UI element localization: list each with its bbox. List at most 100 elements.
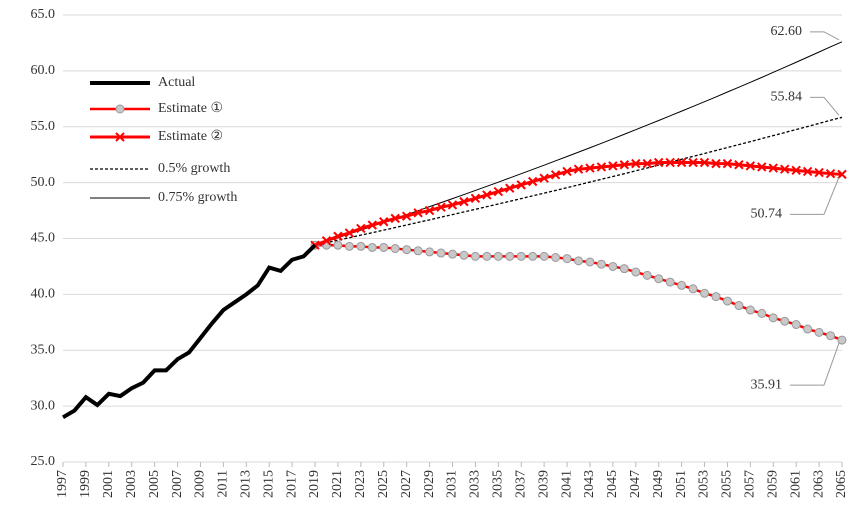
marker <box>802 166 813 177</box>
x-tick-label: 2019 <box>307 470 322 498</box>
marker <box>448 249 457 259</box>
x-tick-label: 2051 <box>674 470 689 498</box>
marker <box>356 223 366 234</box>
x-tick-label: 2001 <box>101 470 116 498</box>
marker <box>734 160 744 170</box>
marker <box>711 292 721 302</box>
x-tick-label: 2057 <box>743 470 758 498</box>
marker <box>803 324 813 334</box>
x-tick-label: 2065 <box>834 470 849 498</box>
marker <box>791 165 801 176</box>
legend-item: 0.5% growth <box>90 161 230 176</box>
marker <box>505 183 515 193</box>
legend-item: Estimate ② <box>90 129 223 144</box>
marker <box>493 186 504 197</box>
marker <box>585 257 595 267</box>
marker <box>688 157 698 168</box>
x-tick-label: 1997 <box>55 470 70 498</box>
marker <box>757 308 767 318</box>
marker <box>333 240 343 250</box>
marker <box>768 163 778 173</box>
marker <box>814 327 824 337</box>
legend-item: 0.75% growth <box>90 190 237 205</box>
legend-label: Actual <box>158 75 195 90</box>
marker <box>413 208 423 218</box>
marker <box>631 267 641 277</box>
x-tick-label: 2007 <box>170 470 185 498</box>
y-tick-label: 50.0 <box>31 175 56 190</box>
marker <box>356 241 366 251</box>
marker <box>585 163 595 173</box>
marker <box>379 242 389 252</box>
marker <box>596 162 607 172</box>
y-tick-label: 45.0 <box>31 231 56 246</box>
marker <box>562 254 572 264</box>
marker <box>470 251 480 261</box>
y-tick-label: 55.0 <box>31 119 56 134</box>
series-line <box>314 161 843 247</box>
legend-label: 0.5% growth <box>158 161 230 176</box>
marker <box>825 168 836 179</box>
marker <box>527 176 538 187</box>
marker <box>768 313 778 323</box>
leader-line <box>790 177 840 215</box>
marker <box>344 228 355 238</box>
marker <box>562 166 572 177</box>
marker <box>700 288 710 298</box>
marker <box>459 196 469 207</box>
marker <box>745 305 755 315</box>
x-tick-label: 2039 <box>536 470 551 498</box>
marker <box>608 161 618 171</box>
marker <box>780 164 790 174</box>
marker <box>653 157 664 168</box>
marker <box>482 190 492 200</box>
data-label: 62.60 <box>771 24 803 39</box>
marker <box>344 241 354 251</box>
marker <box>470 193 481 203</box>
x-tick-label: 2063 <box>811 470 826 498</box>
x-tick-label: 2031 <box>445 470 460 498</box>
marker <box>837 169 847 180</box>
marker <box>493 251 503 261</box>
marker <box>436 202 446 212</box>
x-tick-label: 2053 <box>697 470 712 498</box>
y-tick-label: 40.0 <box>31 287 56 302</box>
marker <box>367 220 378 230</box>
leader-line <box>810 31 840 41</box>
marker <box>459 250 469 260</box>
legend-label: Estimate ① <box>158 101 223 116</box>
y-tick-label: 30.0 <box>31 398 56 413</box>
x-tick-label: 2047 <box>628 470 643 498</box>
x-tick-label: 2011 <box>216 470 231 497</box>
x-tick-label: 2015 <box>261 470 276 498</box>
marker <box>642 270 652 280</box>
marker <box>367 242 377 252</box>
y-tick-label: 60.0 <box>31 63 56 78</box>
x-tick-label: 2033 <box>468 470 483 498</box>
x-tick-label: 2059 <box>765 470 780 498</box>
marker <box>402 245 412 255</box>
x-tick-label: 2035 <box>491 470 506 498</box>
marker <box>676 157 687 168</box>
marker <box>551 252 561 262</box>
marker <box>642 158 652 169</box>
marker <box>665 157 675 168</box>
marker <box>677 280 687 290</box>
marker <box>401 211 412 221</box>
marker <box>791 320 801 330</box>
x-tick-label: 2021 <box>330 470 345 498</box>
marker <box>379 217 389 227</box>
marker <box>722 158 733 169</box>
legend-label: 0.75% growth <box>158 190 237 205</box>
x-tick-label: 2037 <box>513 470 528 498</box>
x-tick-label: 2055 <box>720 470 735 498</box>
marker <box>321 236 332 246</box>
marker <box>699 157 710 168</box>
x-tick-label: 2003 <box>124 470 139 498</box>
marker <box>665 277 675 287</box>
x-tick-label: 2029 <box>422 470 437 498</box>
x-tick-label: 2025 <box>376 470 391 498</box>
leader-line <box>810 96 840 116</box>
marker <box>631 158 641 169</box>
